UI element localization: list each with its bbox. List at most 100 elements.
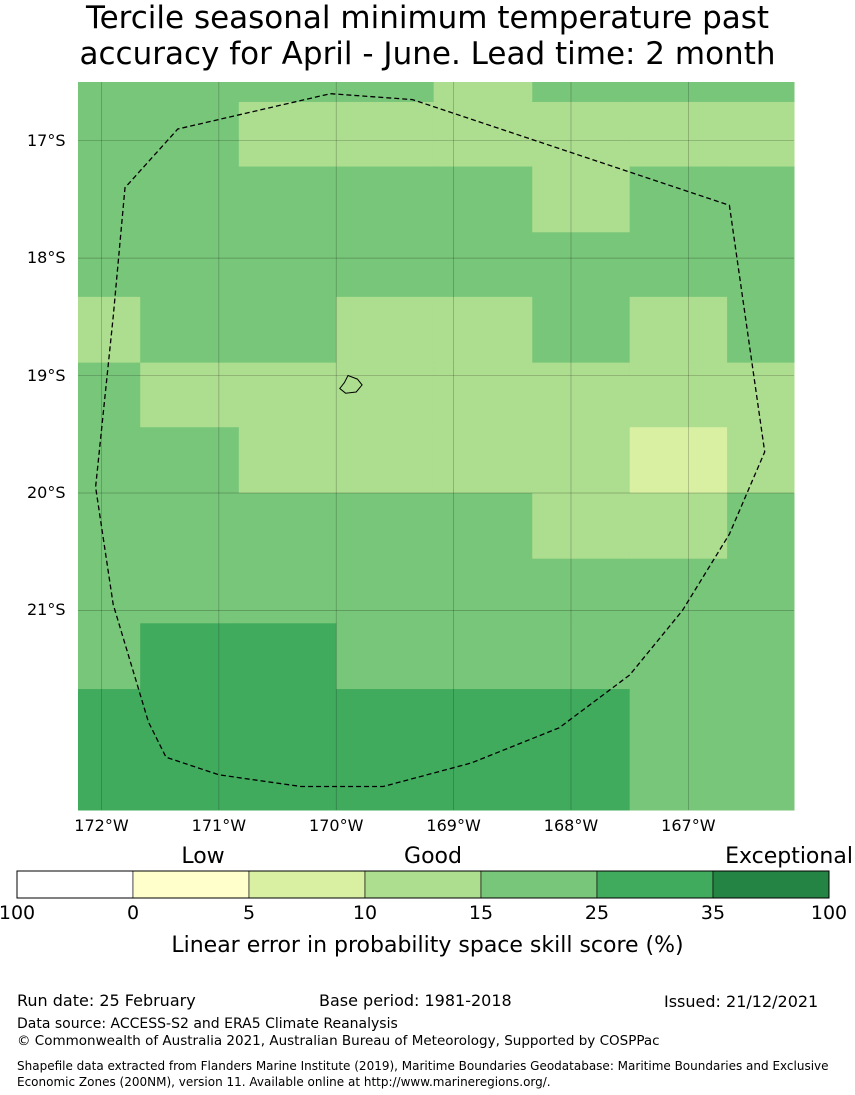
skill-cell bbox=[140, 232, 240, 298]
skill-cell bbox=[78, 101, 141, 168]
colorbar-swatch bbox=[596, 870, 714, 899]
title-line-1: Tercile seasonal minimum temperature pas… bbox=[85, 0, 770, 36]
skill-cell bbox=[532, 623, 631, 690]
skill-cell bbox=[238, 362, 337, 428]
skill-cell bbox=[727, 623, 795, 690]
data-source: Data source: ACCESS-S2 and ERA5 Climate … bbox=[17, 1016, 398, 1032]
lon-label: 170°W bbox=[309, 816, 364, 835]
island-outline bbox=[339, 374, 363, 394]
skill-cell bbox=[433, 82, 533, 103]
run-date: Run date: 25 February bbox=[17, 991, 196, 1010]
skill-cell bbox=[727, 101, 795, 168]
skill-cell bbox=[238, 296, 337, 364]
skill-cell bbox=[629, 232, 728, 298]
skill-cell bbox=[238, 492, 337, 560]
lon-label: 172°W bbox=[74, 816, 129, 835]
skill-cell bbox=[78, 623, 141, 690]
skill-cell bbox=[433, 427, 533, 494]
colorbar-tick: 100 bbox=[0, 902, 36, 924]
colorbar-tick: 10 bbox=[352, 902, 378, 924]
skill-cell bbox=[336, 82, 435, 103]
skill-cell bbox=[336, 492, 435, 560]
skill-cell bbox=[140, 166, 240, 233]
lat-label: 19°S bbox=[27, 365, 66, 385]
skill-cell bbox=[532, 558, 631, 624]
lon-label: 167°W bbox=[661, 816, 716, 835]
skill-cell bbox=[140, 101, 240, 168]
lon-label: 169°W bbox=[426, 816, 481, 835]
skill-cell bbox=[140, 623, 240, 690]
skill-cell bbox=[336, 623, 435, 690]
colorbar-tick: 100 bbox=[810, 902, 848, 924]
skill-cell bbox=[629, 296, 728, 364]
skill-cell bbox=[140, 689, 240, 811]
colorbar-tick: 0 bbox=[126, 902, 140, 924]
graticule bbox=[78, 82, 794, 810]
skill-cell bbox=[629, 166, 728, 233]
colorbar-tick: 35 bbox=[700, 902, 726, 924]
skill-cell bbox=[238, 101, 337, 168]
skill-cell bbox=[78, 296, 141, 364]
colorbar-tick: 15 bbox=[468, 902, 494, 924]
skill-cell bbox=[336, 232, 435, 298]
skill-cell bbox=[78, 166, 141, 233]
skill-cell bbox=[238, 166, 337, 233]
skill-cell bbox=[336, 427, 435, 494]
skill-cell bbox=[532, 427, 631, 494]
colorbar-frame bbox=[16, 870, 830, 899]
lat-label: 18°S bbox=[27, 248, 66, 268]
skill-cell bbox=[727, 492, 795, 560]
skill-cell bbox=[433, 296, 533, 364]
skill-cell bbox=[629, 82, 728, 103]
skill-cell bbox=[78, 558, 141, 624]
colorbar-swatch bbox=[16, 870, 134, 899]
lat-label: 20°S bbox=[27, 482, 66, 502]
issued-date: Issued: 21/12/2021 bbox=[664, 992, 819, 1011]
skill-cell bbox=[78, 427, 141, 494]
skill-cell bbox=[532, 362, 631, 428]
colorbar-swatch bbox=[132, 870, 250, 899]
base-period: Base period: 1981-2018 bbox=[319, 991, 512, 1010]
skill-cells bbox=[78, 82, 795, 811]
colorbar-swatch bbox=[712, 870, 830, 899]
colorbar-tick: 25 bbox=[584, 902, 610, 924]
skill-cell bbox=[629, 492, 728, 560]
title-line-2: accuracy for April - June. Lead time: 2 … bbox=[79, 36, 776, 72]
skill-cell bbox=[140, 296, 240, 364]
skill-cell bbox=[238, 232, 337, 298]
skill-cell bbox=[629, 427, 728, 494]
skill-cell bbox=[140, 82, 240, 103]
skill-cell bbox=[532, 101, 631, 168]
skill-cell bbox=[727, 166, 795, 233]
category-exceptional: Exceptional bbox=[725, 844, 853, 869]
skill-cell bbox=[727, 689, 795, 811]
skill-cell bbox=[629, 689, 728, 811]
skill-cell bbox=[78, 689, 141, 811]
skill-cell bbox=[532, 689, 631, 811]
skill-cell bbox=[336, 362, 435, 428]
skill-cell bbox=[336, 296, 435, 364]
skill-cell bbox=[336, 558, 435, 624]
skill-cell bbox=[532, 296, 631, 364]
colorbar-label: Linear error in probability space skill … bbox=[171, 933, 684, 958]
lat-label: 17°S bbox=[27, 130, 66, 150]
skill-cell bbox=[433, 232, 533, 298]
skill-cell bbox=[140, 427, 240, 494]
skill-cell bbox=[629, 623, 728, 690]
copyright: © Commonwealth of Australia 2021, Austra… bbox=[17, 1033, 660, 1049]
eez-boundary bbox=[94, 93, 766, 788]
skill-cell bbox=[78, 362, 141, 428]
skill-cell bbox=[727, 232, 795, 298]
skill-cell bbox=[433, 558, 533, 624]
skill-cell bbox=[336, 689, 435, 811]
colorbar bbox=[16, 870, 830, 899]
skill-cell bbox=[433, 689, 533, 811]
skill-cell bbox=[238, 623, 337, 690]
skill-cell bbox=[336, 166, 435, 233]
skill-cell bbox=[433, 623, 533, 690]
skill-cell bbox=[140, 492, 240, 560]
skill-cell bbox=[238, 558, 337, 624]
category-low: Low bbox=[181, 844, 225, 869]
skill-cell bbox=[433, 492, 533, 560]
